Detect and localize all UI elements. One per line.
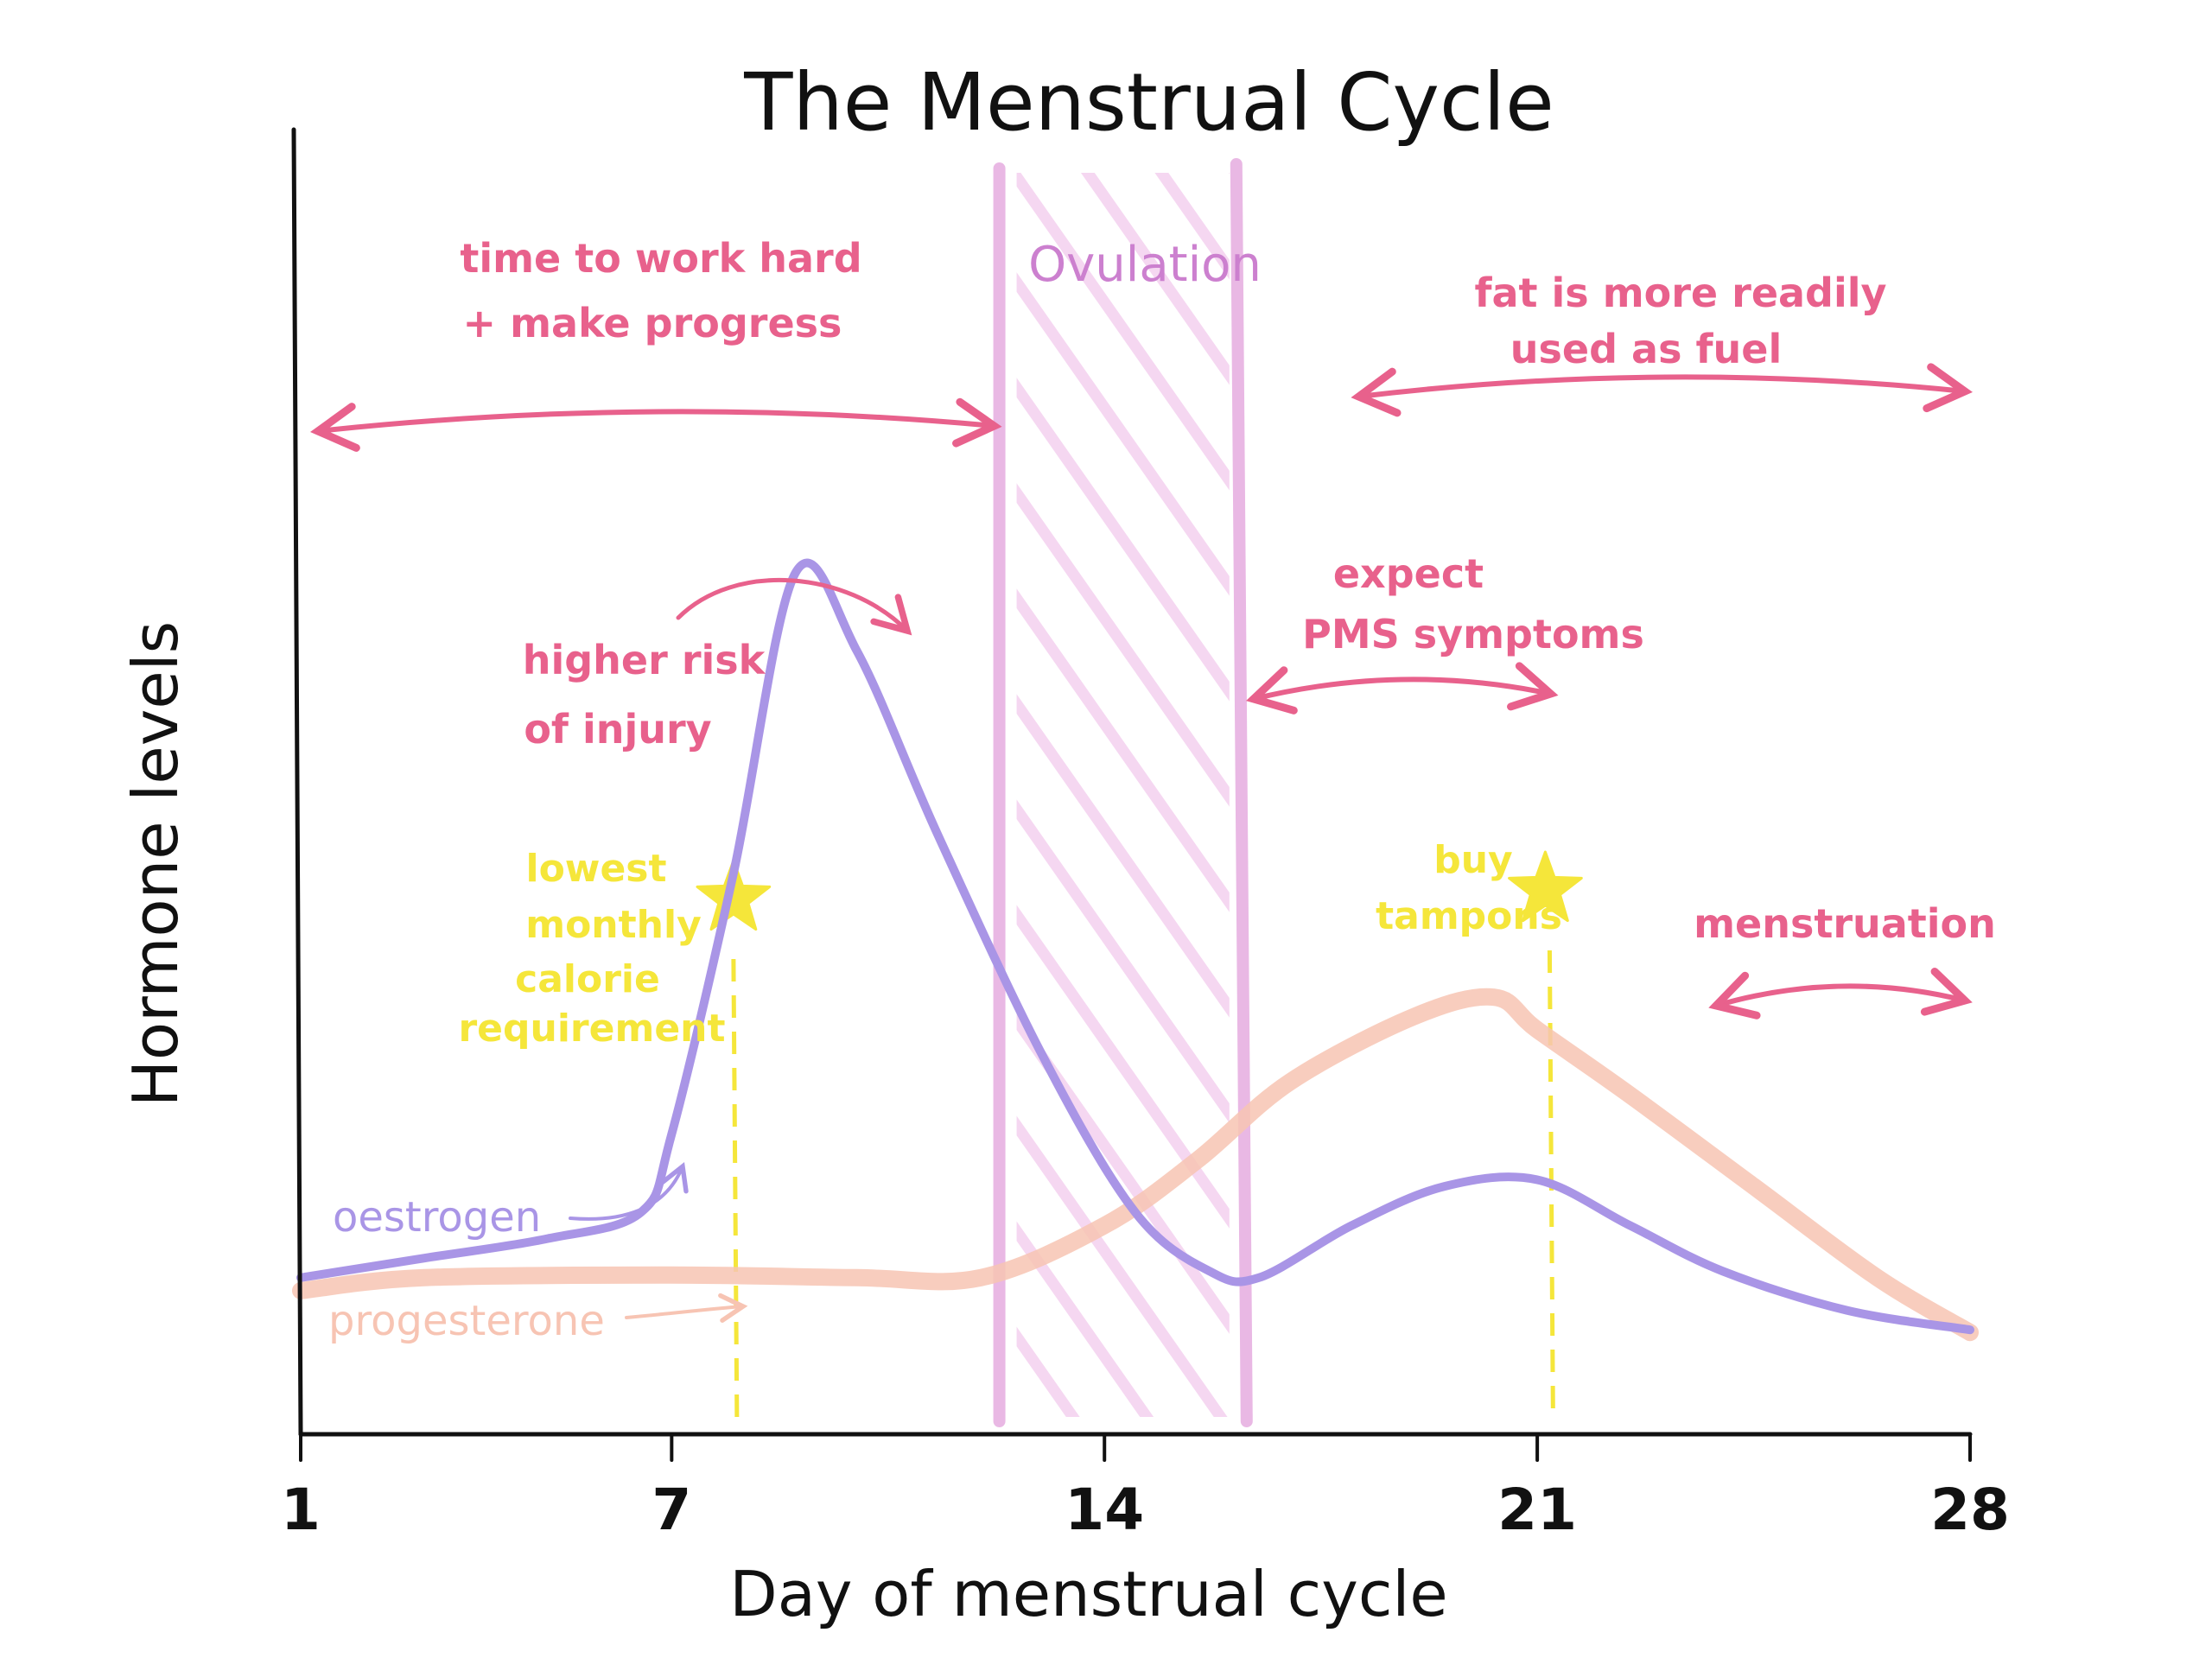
tampons-label-line1: buy — [1433, 838, 1513, 882]
y-axis-label: Hormone levels — [119, 621, 192, 1107]
x-tick-label: 28 — [1930, 1477, 2010, 1543]
progesterone-label: progesterone — [328, 1297, 605, 1345]
range-arrows — [309, 363, 1974, 1020]
x-tick-label: 7 — [652, 1477, 691, 1543]
y-axis-line — [291, 127, 303, 1437]
pms-label-line2: PMS symptoms — [1302, 611, 1644, 657]
pms-label-line1: expect — [1333, 550, 1484, 597]
x-ticks: 1 7 14 21 28 — [281, 1432, 2010, 1543]
series-layer — [292, 558, 1979, 1342]
marker-dashed-line — [731, 958, 740, 1422]
axes — [291, 127, 1973, 1437]
menstruation-label: menstruation — [1694, 900, 1996, 947]
range-arrow — [309, 397, 1002, 452]
fat-fuel-label-line1: fat is more readily — [1474, 270, 1886, 316]
range-arrow — [1245, 662, 1559, 715]
injury-label-line2: of injury — [524, 706, 711, 753]
work-hard-label-line2: + make progress — [463, 300, 842, 346]
calorie-label-line1: lowest — [525, 847, 666, 891]
oestrogen-label: oestrogen — [333, 1193, 541, 1242]
x-tick-label: 1 — [281, 1477, 321, 1543]
chart-title: The Menstrual Cycle — [743, 56, 1554, 149]
fat-fuel-label-line2: used as fuel — [1510, 326, 1782, 372]
series-line-oestrogen — [296, 558, 1974, 1335]
ovulation-band-hatch — [1016, 173, 1230, 1417]
star-icon — [1508, 850, 1583, 923]
ovulation-label: Ovulation — [1028, 237, 1262, 293]
work-hard-label-line1: time to work hard — [460, 235, 861, 282]
injury-arrow — [676, 577, 912, 636]
x-tick-label: 14 — [1065, 1477, 1144, 1543]
injury-label-line1: higher risk — [523, 637, 766, 683]
oestrogen-label-arrow — [569, 1161, 689, 1221]
range-arrow — [1708, 968, 1973, 1020]
calorie-label-line3: calorie — [515, 957, 660, 1001]
x-axis-label: Day of menstrual cycle — [729, 1558, 1447, 1630]
calorie-label-line4: requirement — [458, 1007, 725, 1051]
range-arrow — [1351, 363, 1974, 417]
ovulation-band-right-edge — [1230, 158, 1253, 1427]
star-icon — [696, 859, 772, 931]
ovulation-band-layer — [993, 158, 1253, 1427]
tampons-label-line2: tampons — [1376, 894, 1562, 938]
series-line-progesterone — [292, 988, 1979, 1342]
x-tick-label: 21 — [1497, 1477, 1577, 1543]
calorie-label-line2: monthly — [525, 903, 702, 947]
progesterone-label-arrow — [625, 1293, 748, 1323]
